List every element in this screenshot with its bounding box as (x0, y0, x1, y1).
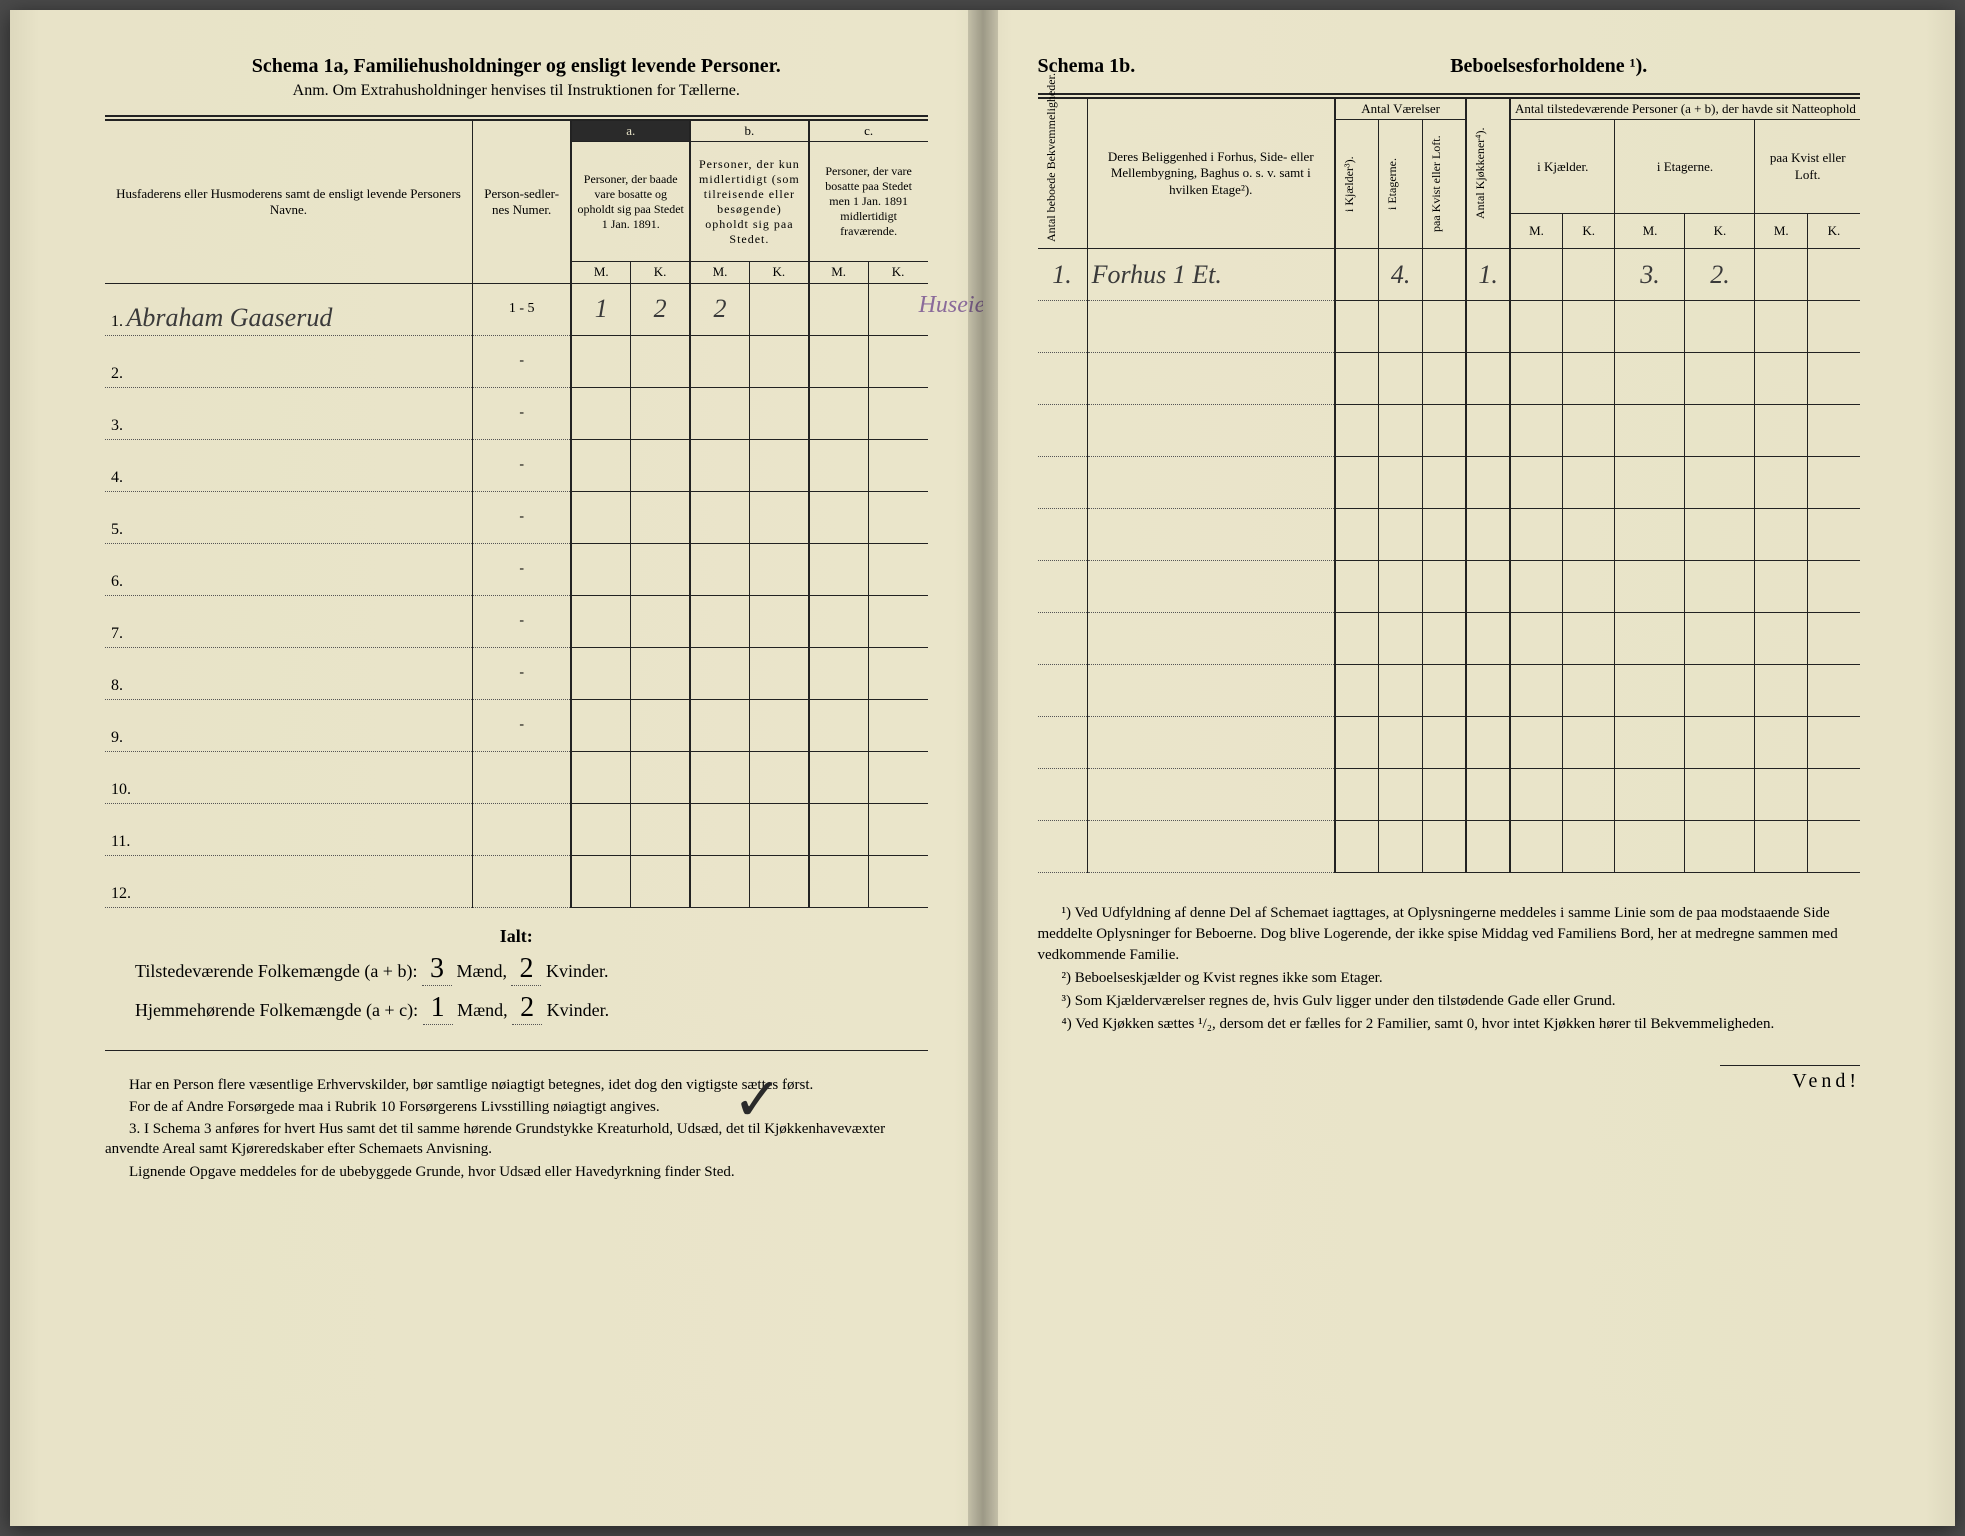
table-row (1038, 769, 1861, 821)
col-ikjael: i Kjælder. (1510, 120, 1615, 214)
schema-1a-table: Husfaderens eller Husmoderens samt de en… (105, 120, 928, 908)
col-kv: paa Kvist eller Loft. (1422, 120, 1466, 249)
table-row: 10. (105, 751, 928, 803)
col-numer: Person-sedler-nes Numer. (472, 121, 571, 284)
col-kjok: Antal Kjøkkener⁴). (1466, 99, 1510, 249)
table-row: 3. - (105, 387, 928, 439)
col-c-desc: Personer, der vare bosatte paa Stedet me… (809, 142, 928, 262)
checkmark: ✓ (732, 1065, 782, 1135)
col-tilst: Antal tilstedeværende Personer (a + b), … (1510, 99, 1860, 120)
page-right: Schema 1b. Beboelsesforholdene ¹). Antal… (983, 10, 1956, 1526)
summary2-k: 2 (512, 992, 542, 1025)
schema-1a-anm: Anm. Om Extrahusholdninger henvises til … (105, 82, 928, 100)
schema-1b-header: Schema 1b. Beboelsesforholdene ¹). (1038, 55, 1861, 78)
col-etag: i Etagerne. (1379, 120, 1423, 249)
ialt-label: Ialt: (105, 926, 928, 947)
table-row (1038, 665, 1861, 717)
table-row: 2. - (105, 335, 928, 387)
col-ietag: i Etagerne. (1615, 120, 1755, 214)
col-paakvist: paa Kvist eller Loft. (1755, 120, 1860, 214)
schema-1b-table: Antal beboede Bekvemmeligheder. Deres Be… (1038, 98, 1861, 873)
table-row: 7. - (105, 595, 928, 647)
table-row (1038, 717, 1861, 769)
col-kj3: i Kjælder³). (1335, 120, 1379, 249)
table-row (1038, 301, 1861, 353)
table-row (1038, 613, 1861, 665)
col-bm: M. (690, 262, 749, 283)
page-left: Schema 1a, Familiehusholdninger og ensli… (10, 10, 983, 1526)
col-ck: K. (868, 262, 927, 283)
footnotes: ¹) Ved Udfyldning af denne Del af Schema… (1038, 903, 1861, 1035)
table-row: 1. Forhus 1 Et. 4. 1. 3. 2. (1038, 249, 1861, 301)
col-lm: M. (1755, 214, 1808, 249)
summary1-k: 2 (511, 953, 541, 986)
table-row (1038, 405, 1861, 457)
summary2-m: 1 (423, 992, 453, 1025)
rule-top-1 (105, 115, 928, 117)
col-vaer: Antal Værelser (1335, 99, 1466, 120)
col-bekv: Antal beboede Bekvemmeligheder. (1038, 99, 1088, 249)
table-row (1038, 457, 1861, 509)
table-row: 6. - (105, 543, 928, 595)
census-book: Schema 1a, Familiehusholdninger og ensli… (10, 10, 1955, 1526)
summary-1: Tilstedeværende Folkemængde (a + b): 3 M… (135, 953, 928, 986)
table-row (1038, 509, 1861, 561)
col-bk: K. (749, 262, 808, 283)
table-row: 8. - (105, 647, 928, 699)
col-km: M. (1510, 214, 1563, 249)
vend: Vend! (1720, 1065, 1860, 1093)
table-row: 9. - (105, 699, 928, 751)
table-row (1038, 561, 1861, 613)
schema-1a-title: Schema 1a, Familiehusholdninger og ensli… (105, 55, 928, 78)
col-kk: K. (1562, 214, 1615, 249)
col-cm: M. (809, 262, 868, 283)
table-row: 11. (105, 803, 928, 855)
instructions-left: Har en Person flere væsentlige Erhvervsk… (105, 1075, 928, 1182)
table-row: 12. (105, 855, 928, 907)
col-belig: Deres Beliggenhed i Forhus, Side- eller … (1087, 99, 1335, 249)
col-b-label: b. (690, 121, 809, 142)
table-row: 1. Abraham Gaaserud 1 - 5 1 2 2 Huseier (105, 283, 928, 335)
table-row (1038, 821, 1861, 873)
rule-r1 (1038, 93, 1861, 95)
col-em: M. (1615, 214, 1685, 249)
col-c-label: c. (809, 121, 928, 142)
col-b-desc: Personer, der kun midlertidigt (som tilr… (690, 142, 809, 262)
col-ak: K. (631, 262, 690, 283)
rule-sep (105, 1050, 928, 1051)
book-spine (968, 10, 998, 1526)
col-am: M. (571, 262, 630, 283)
table-row (1038, 353, 1861, 405)
col-a-desc: Personer, der baade vare bosatte og opho… (571, 142, 690, 262)
col-ek: K. (1685, 214, 1755, 249)
table-row: 5. - (105, 491, 928, 543)
col-lk: K. (1807, 214, 1860, 249)
summary-2: Hjemmehørende Folkemængde (a + c): 1 Mæn… (135, 992, 928, 1025)
table-row: 4. - (105, 439, 928, 491)
col-a-label: a. (571, 121, 690, 142)
col-name: Husfaderens eller Husmoderens samt de en… (105, 121, 472, 284)
summary1-m: 3 (422, 953, 452, 986)
